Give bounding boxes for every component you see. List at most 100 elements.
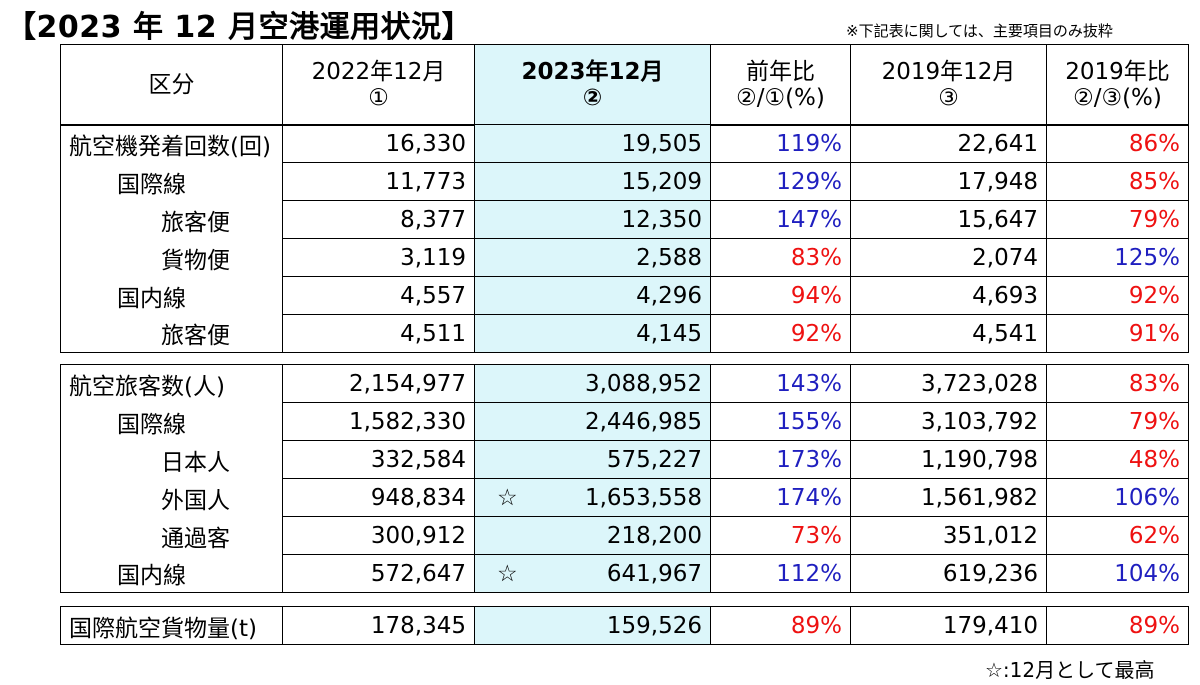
value-2023-dec: 4,145 [474, 314, 711, 353]
header-2019-dec-label: 2019年12月 [881, 58, 1016, 85]
passengers-table: 航空旅客数(人) 2,154,977 3,088,952 143% 3,723,028 8… [60, 364, 1189, 593]
table-row: 国際航空貨物量(t) 178,345 159,526 89% 179,410 89% [60, 606, 1189, 645]
value-2023-dec-text: 1,653,558 [584, 484, 702, 511]
header-row: 区分 2022年12月 ① 2023年12月 ② 前年比 ②/①(%) 2019年12… [60, 44, 1189, 126]
value-2019-dec: 3,103,792 [850, 402, 1047, 441]
vs2019-ratio: 104% [1046, 554, 1189, 593]
header-table: 区分 2022年12月 ① 2023年12月 ② 前年比 ②/①(%) 2019年12… [60, 44, 1189, 126]
value-2022-dec: 178,345 [282, 606, 475, 645]
header-2023-dec-label: 2023年12月 [521, 58, 664, 85]
row-label: 旅客便 [60, 200, 283, 239]
value-2023-dec-text: 2,446,985 [584, 408, 702, 435]
value-2022-dec: 8,377 [282, 200, 475, 239]
value-2023-dec: ☆ 641,967 [474, 554, 711, 593]
header-category: 区分 [60, 44, 283, 126]
page-title: 【2023 年 12 月空港運用状況】 [6, 10, 473, 45]
value-2022-dec: 1,582,330 [282, 402, 475, 441]
value-2022-dec: 300,912 [282, 516, 475, 555]
value-2023-dec-text: 641,967 [606, 560, 702, 587]
value-2019-dec: 1,190,798 [850, 440, 1047, 479]
vs2019-ratio: 89% [1046, 606, 1189, 645]
value-2023-dec-text: 575,227 [606, 446, 702, 473]
vs2019-ratio: 79% [1046, 200, 1189, 239]
flights-table: 航空機発着回数(回) 16,330 19,505 119% 22,641 86% 国際線 11… [60, 124, 1189, 353]
value-2023-dec-text: 12,350 [621, 206, 702, 233]
table-row: 国内線 4,557 4,296 94% 4,693 92% [60, 276, 1189, 315]
vs2019-ratio: 125% [1046, 238, 1189, 277]
row-label: 国内線 [60, 276, 283, 315]
yoy-ratio: 173% [710, 440, 851, 479]
header-2023-dec-mark: ② [582, 85, 603, 111]
row-label: 航空旅客数(人) [60, 364, 283, 403]
value-2023-dec-text: 159,526 [606, 612, 702, 639]
value-2022-dec: 948,834 [282, 478, 475, 517]
value-2019-dec: 619,236 [850, 554, 1047, 593]
value-2023-dec-text: 19,505 [621, 130, 702, 157]
table-row: 通過客 300,912 218,200 73% 351,012 62% [60, 516, 1189, 555]
header-2023-dec: 2023年12月 ② [474, 44, 711, 126]
row-label: 航空機発着回数(回) [60, 124, 283, 163]
value-2019-dec: 4,541 [850, 314, 1047, 353]
value-2023-dec: 15,209 [474, 162, 711, 201]
value-2023-dec: ☆ 1,653,558 [474, 478, 711, 517]
table-row: 旅客便 8,377 12,350 147% 15,647 79% [60, 200, 1189, 239]
vs2019-ratio: 48% [1046, 440, 1189, 479]
value-2022-dec: 2,154,977 [282, 364, 475, 403]
value-2019-dec: 15,647 [850, 200, 1047, 239]
header-vs2019: 2019年比 ②/③(%) [1046, 44, 1189, 126]
yoy-ratio: 92% [710, 314, 851, 353]
yoy-ratio: 147% [710, 200, 851, 239]
value-2023-dec: 2,446,985 [474, 402, 711, 441]
excerpt-note: ※下記表に関しては、主要項目のみ抜粋 [846, 22, 1113, 40]
header-2022-dec-mark: ① [368, 85, 389, 111]
row-label: 国内線 [60, 554, 283, 593]
yoy-ratio: 89% [710, 606, 851, 645]
vs2019-ratio: 83% [1046, 364, 1189, 403]
value-2023-dec: 12,350 [474, 200, 711, 239]
header-yoy-label: 前年比 [746, 58, 815, 85]
value-2023-dec: 2,588 [474, 238, 711, 277]
header-category-label: 区分 [148, 71, 195, 98]
vs2019-ratio: 106% [1046, 478, 1189, 517]
value-2023-dec: 159,526 [474, 606, 711, 645]
yoy-ratio: 155% [710, 402, 851, 441]
value-2023-dec: 19,505 [474, 124, 711, 163]
vs2019-ratio: 85% [1046, 162, 1189, 201]
row-label: 通過客 [60, 516, 283, 555]
value-2022-dec: 3,119 [282, 238, 475, 277]
header-vs2019-formula: ②/③(%) [1073, 85, 1162, 111]
vs2019-ratio: 92% [1046, 276, 1189, 315]
value-2023-dec-text: 218,200 [606, 522, 702, 549]
value-2023-dec-text: 3,088,952 [584, 370, 702, 397]
cargo-table: 国際航空貨物量(t) 178,345 159,526 89% 179,410 89% [60, 606, 1189, 645]
value-2019-dec: 2,074 [850, 238, 1047, 277]
value-2022-dec: 572,647 [282, 554, 475, 593]
row-label: 国際航空貨物量(t) [60, 606, 283, 645]
header-2019-dec-mark: ③ [938, 85, 959, 111]
value-2019-dec: 3,723,028 [850, 364, 1047, 403]
value-2023-dec-text: 15,209 [621, 168, 702, 195]
table-row: 外国人 948,834 ☆ 1,653,558 174% 1,561,982 106% [60, 478, 1189, 517]
record-star-icon: ☆ [497, 485, 518, 511]
value-2022-dec: 11,773 [282, 162, 475, 201]
table-row: 旅客便 4,511 4,145 92% 4,541 91% [60, 314, 1189, 353]
row-label: 日本人 [60, 440, 283, 479]
row-label: 旅客便 [60, 314, 283, 353]
value-2023-dec-text: 4,296 [636, 282, 702, 309]
yoy-ratio: 73% [710, 516, 851, 555]
header-yoy-formula: ②/①(%) [736, 85, 825, 111]
header-vs2019-label: 2019年比 [1065, 58, 1170, 85]
value-2022-dec: 4,511 [282, 314, 475, 353]
header-yoy: 前年比 ②/①(%) [710, 44, 851, 126]
value-2023-dec: 218,200 [474, 516, 711, 555]
header-2022-dec-label: 2022年12月 [311, 58, 446, 85]
row-label: 国際線 [60, 162, 283, 201]
yoy-ratio: 112% [710, 554, 851, 593]
value-2023-dec: 3,088,952 [474, 364, 711, 403]
value-2023-dec: 4,296 [474, 276, 711, 315]
record-footnote: ☆:12月として最高 [985, 658, 1155, 682]
vs2019-ratio: 79% [1046, 402, 1189, 441]
yoy-ratio: 94% [710, 276, 851, 315]
table-row: 貨物便 3,119 2,588 83% 2,074 125% [60, 238, 1189, 277]
value-2023-dec-text: 4,145 [636, 320, 702, 347]
